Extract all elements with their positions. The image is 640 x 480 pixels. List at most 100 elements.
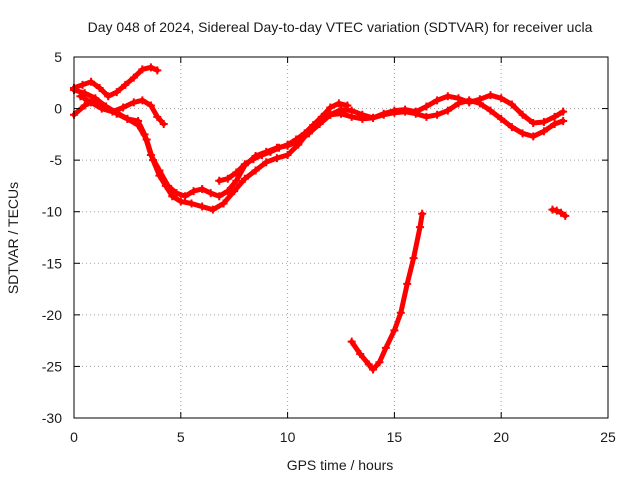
data-point-marker — [80, 101, 89, 110]
data-point-marker — [403, 279, 412, 288]
y-tick-label: -30 — [42, 410, 62, 426]
data-point-marker — [375, 358, 384, 367]
data-point-marker — [300, 129, 309, 138]
data-point-marker — [251, 166, 260, 175]
data-point-marker — [343, 101, 352, 110]
data-point-marker — [486, 91, 495, 100]
data-point-marker — [129, 73, 138, 82]
data-point-marker — [140, 130, 149, 139]
data-point-marker — [108, 107, 117, 116]
data-point-marker — [249, 155, 258, 164]
data-point-marker — [112, 88, 121, 97]
data-point-marker — [552, 206, 561, 215]
data-point-marker — [334, 99, 343, 108]
x-tick-label: 5 — [177, 429, 185, 445]
data-point-marker — [138, 65, 147, 74]
data-point-marker — [292, 135, 301, 144]
data-point-marker — [561, 211, 570, 220]
data-point-marker — [272, 154, 281, 163]
data-point-marker — [326, 103, 335, 112]
data-point-marker — [443, 92, 452, 101]
series-track-g — [548, 205, 570, 220]
data-point-marker — [390, 106, 399, 115]
y-tick-label: -10 — [42, 204, 62, 220]
data-point-marker — [518, 129, 527, 138]
y-tick-label: 0 — [54, 101, 62, 117]
data-point-marker — [559, 116, 568, 125]
chart-title: Day 048 of 2024, Sidereal Day-to-day VTE… — [88, 19, 593, 35]
data-point-marker — [497, 94, 506, 103]
data-point-marker — [232, 176, 241, 185]
series-track-e — [215, 99, 352, 185]
data-point-marker — [465, 98, 474, 107]
data-point-marker — [187, 199, 196, 208]
data-point-marker — [172, 189, 181, 198]
series-line — [349, 211, 425, 372]
data-point-marker — [146, 150, 155, 159]
data-point-marker — [529, 119, 538, 128]
data-point-marker — [369, 113, 378, 122]
data-point-marker — [418, 209, 427, 218]
data-point-marker — [507, 100, 516, 109]
data-point-marker — [422, 112, 431, 121]
data-point-marker — [381, 343, 390, 352]
data-point-marker — [223, 187, 232, 196]
data-point-marker — [358, 110, 367, 119]
y-tick-label: -25 — [42, 358, 62, 374]
data-point-marker — [559, 107, 568, 116]
series-track-b — [70, 91, 568, 201]
series-track-a — [70, 86, 568, 214]
data-point-marker — [539, 127, 548, 136]
data-point-marker — [497, 114, 506, 123]
data-point-marker — [356, 350, 365, 359]
data-point-marker — [557, 208, 566, 217]
data-point-marker — [223, 174, 232, 183]
data-point-marker — [422, 102, 431, 111]
data-point-marker — [369, 365, 378, 374]
data-point-marker — [409, 254, 418, 263]
data-point-marker — [539, 117, 548, 126]
data-point-marker — [138, 96, 147, 105]
data-point-marker — [433, 110, 442, 119]
data-point-marker — [433, 96, 442, 105]
data-point-marker — [208, 205, 217, 214]
data-point-marker — [80, 89, 89, 98]
data-point-marker — [76, 92, 85, 101]
data-point-marker — [159, 120, 168, 129]
data-series-group — [70, 63, 570, 374]
y-tick-label: 5 — [54, 49, 62, 65]
series-line — [216, 100, 350, 184]
data-point-marker — [78, 80, 87, 89]
data-point-marker — [176, 197, 185, 206]
data-point-marker — [326, 110, 335, 119]
data-point-marker — [240, 174, 249, 183]
data-point-marker — [454, 94, 463, 103]
data-point-marker — [87, 77, 96, 86]
data-point-marker — [396, 308, 405, 317]
y-tick-label: -15 — [42, 255, 62, 271]
x-tick-label: 25 — [600, 429, 616, 445]
y-axis-label: SDTVAR / TECUs — [5, 182, 21, 294]
data-point-marker — [275, 143, 284, 152]
data-point-marker — [181, 192, 190, 201]
data-point-marker — [240, 160, 249, 169]
series-track-d — [76, 92, 168, 129]
data-point-marker — [283, 140, 292, 149]
data-point-marker — [198, 202, 207, 211]
series-track-c — [70, 63, 162, 101]
data-point-marker — [123, 114, 132, 123]
series-track-f — [347, 209, 427, 374]
data-point-marker — [443, 106, 452, 115]
series-line — [77, 93, 167, 127]
data-point-marker — [134, 116, 143, 125]
y-axis-ticks: -30 -25 -20 -15 -10 -5 0 5 — [42, 49, 608, 426]
data-point-marker — [416, 223, 425, 232]
data-point-marker — [347, 337, 356, 346]
data-point-marker — [104, 92, 113, 101]
data-point-marker — [347, 106, 356, 115]
data-point-marker — [168, 192, 177, 201]
data-point-marker — [529, 132, 538, 141]
data-point-marker — [97, 104, 106, 113]
y-tick-label: -5 — [50, 152, 63, 168]
